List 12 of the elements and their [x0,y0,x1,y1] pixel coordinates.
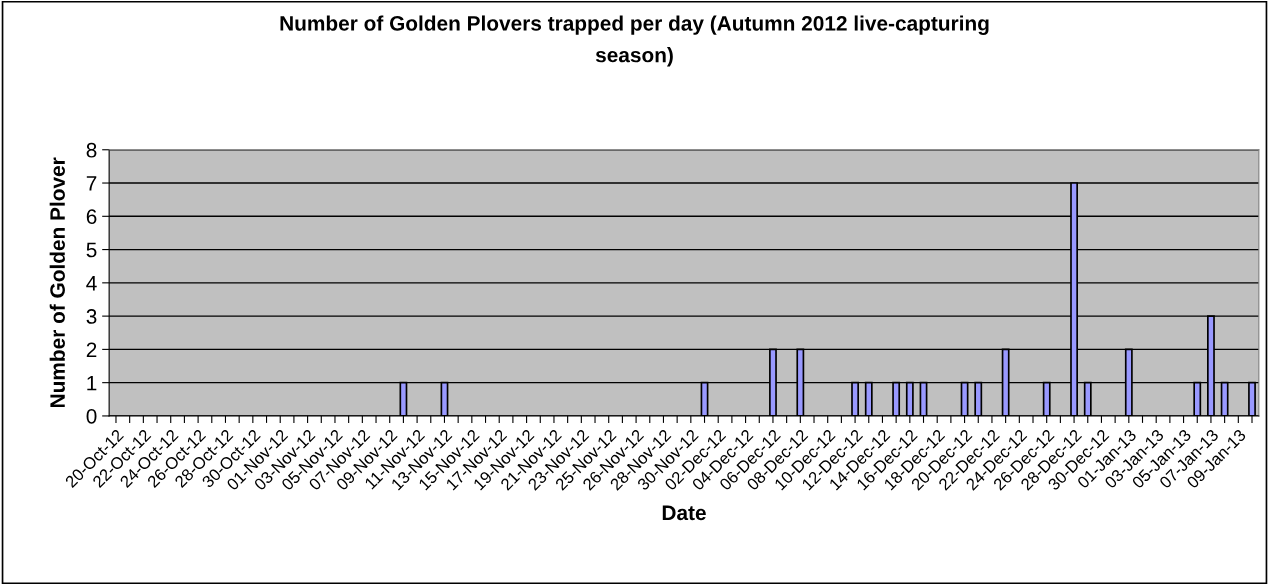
y-tick-label: 5 [86,242,97,258]
y-tick-label: 1 [87,375,97,391]
y-tick-label: 6 [86,209,97,225]
y-tick-label: 4 [86,276,97,291]
y-tick-label: 3 [86,309,97,324]
y-tick-label: 0 [86,408,97,424]
y-tick-label: 8 [86,142,97,158]
chart-title: Number of Golden Plovers trapped per day (Autumn 2012 live-capturing season) [280,15,989,67]
y-axis-title: Number of Golden Plover [49,157,65,408]
y-tick-label: 7 [86,176,97,191]
x-axis-title: Date [662,505,706,521]
y-tick-label: 2 [86,342,97,357]
